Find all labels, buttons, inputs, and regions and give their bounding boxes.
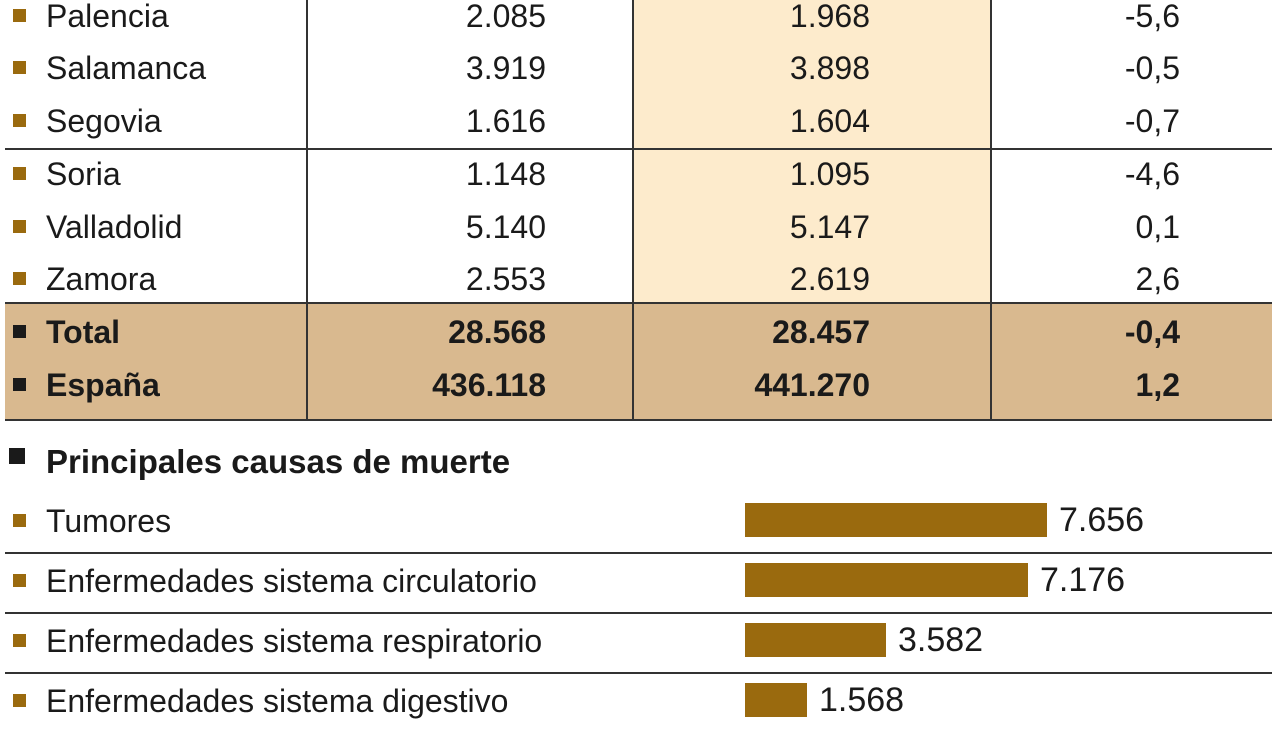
province-marker — [13, 9, 26, 22]
total-col1: 436.118 — [432, 367, 546, 403]
total-col2: 28.457 — [772, 314, 870, 350]
bar-row-divider — [5, 672, 1272, 674]
province-name: Zamora — [46, 261, 157, 297]
value-col3: 2,6 — [1135, 261, 1180, 297]
table-row: Segovia 1.616 1.604 -0,7 — [0, 104, 1280, 157]
bar-row: Enfermedades sistema circulatorio 7.176 — [0, 560, 1280, 620]
province-name: Salamanca — [46, 50, 207, 86]
category-marker — [13, 694, 26, 707]
table-row: Palencia 2.085 1.968 -5,6 — [0, 0, 1280, 52]
province-name: Valladolid — [46, 209, 183, 245]
province-name: Soria — [46, 156, 121, 192]
table-row: Valladolid 5.140 5.147 0,1 — [0, 210, 1280, 263]
total-col3: -0,4 — [1124, 314, 1180, 350]
value-col3: -5,6 — [1124, 0, 1180, 34]
section-title: Principales causas de muerte — [46, 443, 511, 480]
column-divider — [632, 0, 634, 420]
bar — [745, 683, 807, 717]
bar-category-label: Enfermedades sistema respiratorio — [46, 623, 543, 659]
row-divider — [5, 419, 1272, 421]
value-col1: 1.148 — [465, 156, 546, 192]
bar-row: Enfermedades sistema digestivo 1.568 — [0, 680, 1280, 740]
value-col3: -4,6 — [1124, 156, 1180, 192]
bar — [745, 623, 886, 657]
value-col1: 3.919 — [465, 50, 546, 86]
table-row: Salamanca 3.919 3.898 -0,5 — [0, 51, 1280, 104]
total-marker — [13, 325, 26, 338]
bar-value-label: 1.568 — [819, 681, 905, 719]
total-col3: 1,2 — [1135, 367, 1180, 403]
category-marker — [13, 574, 26, 587]
bar-category-label: Tumores — [46, 503, 172, 539]
value-col1: 2.085 — [465, 0, 546, 34]
bar — [745, 503, 1047, 537]
row-divider — [5, 148, 1272, 150]
bar-row: Tumores 7.656 — [0, 500, 1280, 560]
value-col2: 1.604 — [789, 103, 870, 139]
province-name: Segovia — [46, 103, 162, 139]
total-name: Total — [46, 314, 121, 350]
province-marker — [13, 220, 26, 233]
province-marker — [13, 167, 26, 180]
column-divider — [990, 0, 992, 420]
value-col3: -0,7 — [1124, 103, 1180, 139]
table-row: Soria 1.148 1.095 -4,6 — [0, 157, 1280, 210]
value-col1: 1.616 — [465, 103, 546, 139]
value-col3: 0,1 — [1135, 209, 1180, 245]
category-marker — [13, 514, 26, 527]
value-col2: 3.898 — [789, 50, 870, 86]
value-col2: 1.968 — [789, 0, 870, 34]
value-col2: 2.619 — [789, 261, 870, 297]
value-col3: -0,5 — [1124, 50, 1180, 86]
bar-category-label: Enfermedades sistema digestivo — [46, 683, 509, 719]
total-col2: 441.270 — [754, 367, 870, 403]
value-col1: 2.553 — [465, 261, 546, 297]
province-marker — [13, 61, 26, 74]
bar-row-divider — [5, 552, 1272, 554]
value-col2: 1.095 — [789, 156, 870, 192]
table-row: Zamora 2.553 2.619 2,6 — [0, 262, 1280, 315]
value-col1: 5.140 — [465, 209, 546, 245]
province-marker — [13, 272, 26, 285]
total-row: España 436.118 441.270 1,2 — [0, 368, 1280, 421]
province-marker — [13, 114, 26, 127]
total-row: Total 28.568 28.457 -0,4 — [0, 315, 1280, 368]
section-marker — [9, 448, 25, 464]
row-divider — [5, 302, 1272, 304]
bar-value-label: 7.656 — [1059, 501, 1145, 539]
bar-row-divider — [5, 612, 1272, 614]
total-col1: 28.568 — [448, 314, 546, 350]
bar — [745, 563, 1028, 597]
bar-row: Enfermedades sistema respiratorio 3.582 — [0, 620, 1280, 680]
value-col2: 5.147 — [789, 209, 870, 245]
province-name: Palencia — [46, 0, 169, 34]
bar-category-label: Enfermedades sistema circulatorio — [46, 563, 537, 599]
highlight-column — [634, 0, 991, 304]
bar-value-label: 7.176 — [1040, 561, 1126, 599]
category-marker — [13, 634, 26, 647]
column-divider — [306, 0, 308, 420]
totals-band — [5, 304, 1272, 420]
bar-value-label: 3.582 — [898, 621, 984, 659]
total-name: España — [46, 367, 160, 403]
total-marker — [13, 378, 26, 391]
